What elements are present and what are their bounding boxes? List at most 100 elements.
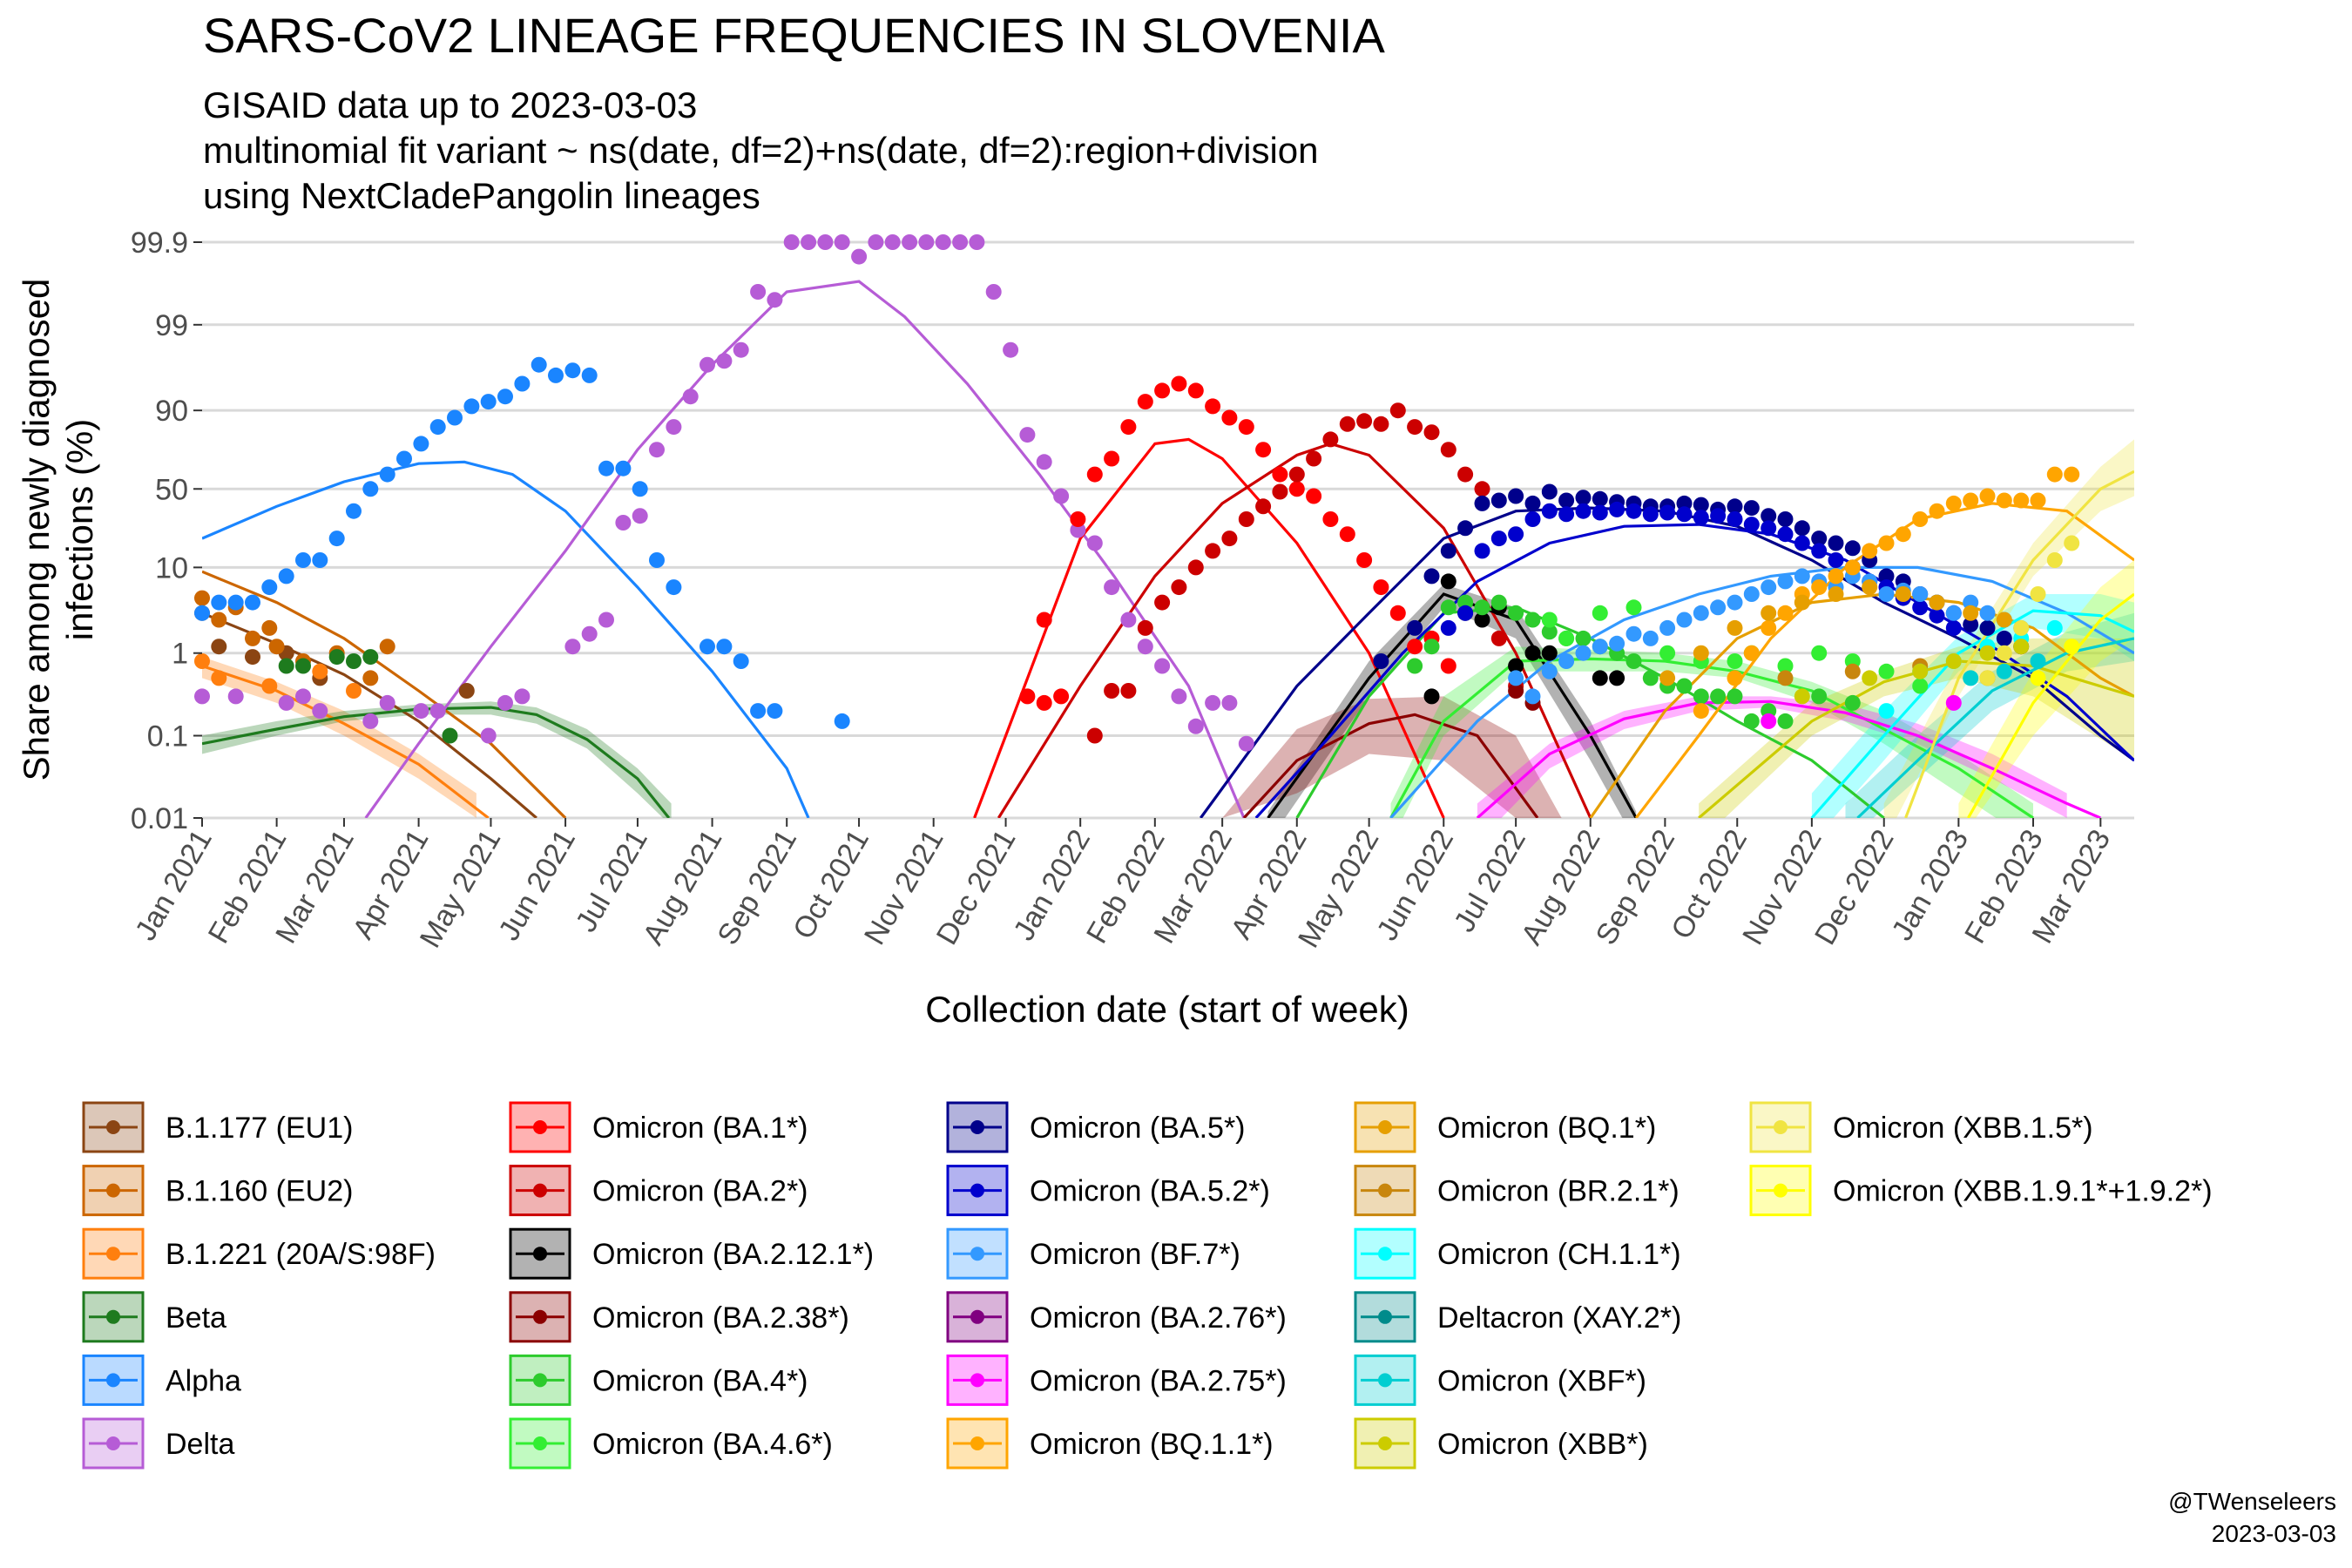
point-omicron-ba-2-75 bbox=[1945, 694, 1962, 711]
point-omicron-xbf bbox=[1996, 663, 2012, 679]
legend-label: B.1.221 (20A/S:98F) bbox=[166, 1238, 436, 1271]
point-b-1-221-20a-s-98f bbox=[261, 678, 278, 694]
point-omicron-xbb-1-5 bbox=[2064, 535, 2080, 551]
point-beta bbox=[442, 727, 458, 744]
point-omicron-ba-5-2 bbox=[1676, 506, 1693, 523]
point-alpha bbox=[514, 375, 531, 392]
point-omicron-ba-5-2 bbox=[1474, 543, 1490, 559]
point-omicron-ba-2-12-1 bbox=[1423, 688, 1440, 705]
point-omicron-bq-1 bbox=[1693, 645, 1709, 661]
curve-omicron-bf-7 bbox=[1389, 565, 2134, 818]
point-omicron-ba-2 bbox=[1339, 416, 1355, 432]
point-omicron-ba-2 bbox=[1322, 431, 1339, 448]
point-alpha bbox=[261, 579, 278, 596]
point-omicron-ba-1 bbox=[1238, 419, 1254, 436]
point-omicron-ba-5-2 bbox=[1457, 605, 1474, 621]
point-alpha bbox=[413, 436, 429, 452]
x-tick-label: Jul 2022 bbox=[1448, 824, 1532, 937]
band-omicron-ba-2-38 bbox=[1222, 696, 1562, 818]
point-omicron-ba-1 bbox=[1339, 526, 1355, 543]
legend-item-omicron-ba-2-38: Omicron (BA.2.38*) bbox=[509, 1291, 849, 1343]
point-delta bbox=[985, 284, 1002, 300]
legend-key-dot bbox=[1774, 1120, 1788, 1134]
point-omicron-bq-1-1 bbox=[1727, 670, 1743, 686]
point-omicron-bq-1-1 bbox=[2013, 492, 2030, 509]
point-omicron-ba-4 bbox=[1541, 624, 1558, 640]
point-omicron-bq-1-1 bbox=[1996, 492, 2012, 509]
point-omicron-ba-1 bbox=[1221, 409, 1238, 426]
point-delta bbox=[1104, 579, 1120, 596]
point-delta bbox=[1238, 735, 1254, 752]
point-delta bbox=[1171, 688, 1187, 705]
point-omicron-ba-2 bbox=[1238, 511, 1254, 527]
point-omicron-ba-5 bbox=[1474, 495, 1490, 511]
point-alpha bbox=[632, 481, 648, 497]
point-omicron-ba-2-12-1 bbox=[1440, 573, 1456, 590]
point-omicron-ba-5-2 bbox=[1912, 599, 1929, 616]
point-alpha bbox=[615, 460, 632, 476]
point-omicron-xbb-1-5 bbox=[2030, 586, 2046, 602]
point-omicron-ba-4-6 bbox=[1659, 645, 1676, 661]
legend-key-dot bbox=[1378, 1120, 1392, 1134]
point-delta bbox=[649, 442, 665, 458]
point-delta bbox=[902, 234, 918, 250]
caption-date: 2023-03-03 bbox=[2212, 1520, 2336, 1547]
curve-b-1-160-eu2 bbox=[202, 570, 567, 818]
curve-omicron-xbf bbox=[1856, 637, 2134, 818]
point-omicron-ba-1 bbox=[1053, 688, 1070, 705]
point-omicron-bf-7 bbox=[1609, 635, 1625, 652]
point-omicron-bq-1 bbox=[1828, 586, 1844, 602]
point-omicron-bq-1-1 bbox=[2046, 466, 2063, 483]
legend-item-deltacron-xay-2: Deltacron (XAY.2*) bbox=[1354, 1291, 1681, 1343]
point-delta bbox=[278, 694, 294, 711]
point-omicron-ba-5-2 bbox=[1440, 619, 1456, 636]
legend-key-dot bbox=[1378, 1183, 1392, 1198]
point-delta bbox=[952, 234, 969, 250]
point-omicron-ba-5 bbox=[1743, 500, 1760, 517]
point-delta bbox=[682, 389, 699, 405]
point-alpha bbox=[312, 552, 328, 568]
point-omicron-bq-1 bbox=[1794, 594, 1810, 611]
point-delta bbox=[868, 234, 884, 250]
point-omicron-bq-1-1 bbox=[1912, 511, 1929, 527]
legend-label: Omicron (XBB.1.9.1*+1.9.2*) bbox=[1833, 1175, 2213, 1208]
point-omicron-ba-5 bbox=[1508, 488, 1524, 504]
legend-item-omicron-bq-1: Omicron (BQ.1*) bbox=[1354, 1101, 1656, 1153]
curve-omicron-ch-1-1 bbox=[1810, 609, 2134, 818]
point-omicron-ba-5 bbox=[1811, 531, 1828, 547]
point-omicron-ba-1 bbox=[1154, 382, 1171, 399]
point-omicron-xbf bbox=[2030, 653, 2046, 669]
legend-key-dot bbox=[106, 1120, 120, 1134]
point-alpha bbox=[666, 579, 682, 596]
point-omicron-bf-7 bbox=[1575, 645, 1592, 661]
point-beta bbox=[328, 649, 345, 666]
point-delta bbox=[666, 419, 682, 436]
point-omicron-ba-4 bbox=[1727, 688, 1743, 705]
point-omicron-xbb bbox=[1862, 670, 1878, 686]
title-block: SARS-CoV2 LINEAGE FREQUENCIES IN SLOVENI… bbox=[203, 8, 1385, 216]
point-omicron-ba-4 bbox=[1524, 612, 1541, 628]
point-omicron-ba-1 bbox=[1036, 694, 1052, 711]
point-omicron-ba-1 bbox=[1171, 375, 1187, 392]
point-omicron-ba-5-2 bbox=[1929, 607, 1945, 624]
legend-label: Omicron (BA.4*) bbox=[592, 1364, 808, 1397]
legend-key-dot bbox=[533, 1309, 547, 1324]
point-omicron-ba-2 bbox=[1171, 579, 1187, 596]
y-tick-label: 1 bbox=[172, 638, 188, 671]
y-tick-label: 10 bbox=[155, 551, 188, 585]
legend-key-dot bbox=[533, 1247, 547, 1261]
point-delta bbox=[1036, 454, 1052, 470]
point-omicron-ba-5-2 bbox=[1609, 501, 1625, 517]
y-tick-label: 99 bbox=[155, 309, 188, 342]
legend-key-dot bbox=[533, 1120, 547, 1134]
legend-key-dot bbox=[106, 1247, 120, 1261]
point-delta bbox=[1221, 694, 1238, 711]
x-axis-title: Collection date (start of week) bbox=[925, 989, 1409, 1030]
legend-label: Alpha bbox=[166, 1364, 241, 1397]
point-omicron-ba-1 bbox=[1255, 442, 1272, 458]
point-omicron-br-2-1 bbox=[1777, 670, 1794, 686]
legend-key-dot bbox=[1378, 1436, 1392, 1450]
point-alpha bbox=[581, 367, 598, 383]
point-omicron-ba-5 bbox=[1727, 498, 1743, 515]
